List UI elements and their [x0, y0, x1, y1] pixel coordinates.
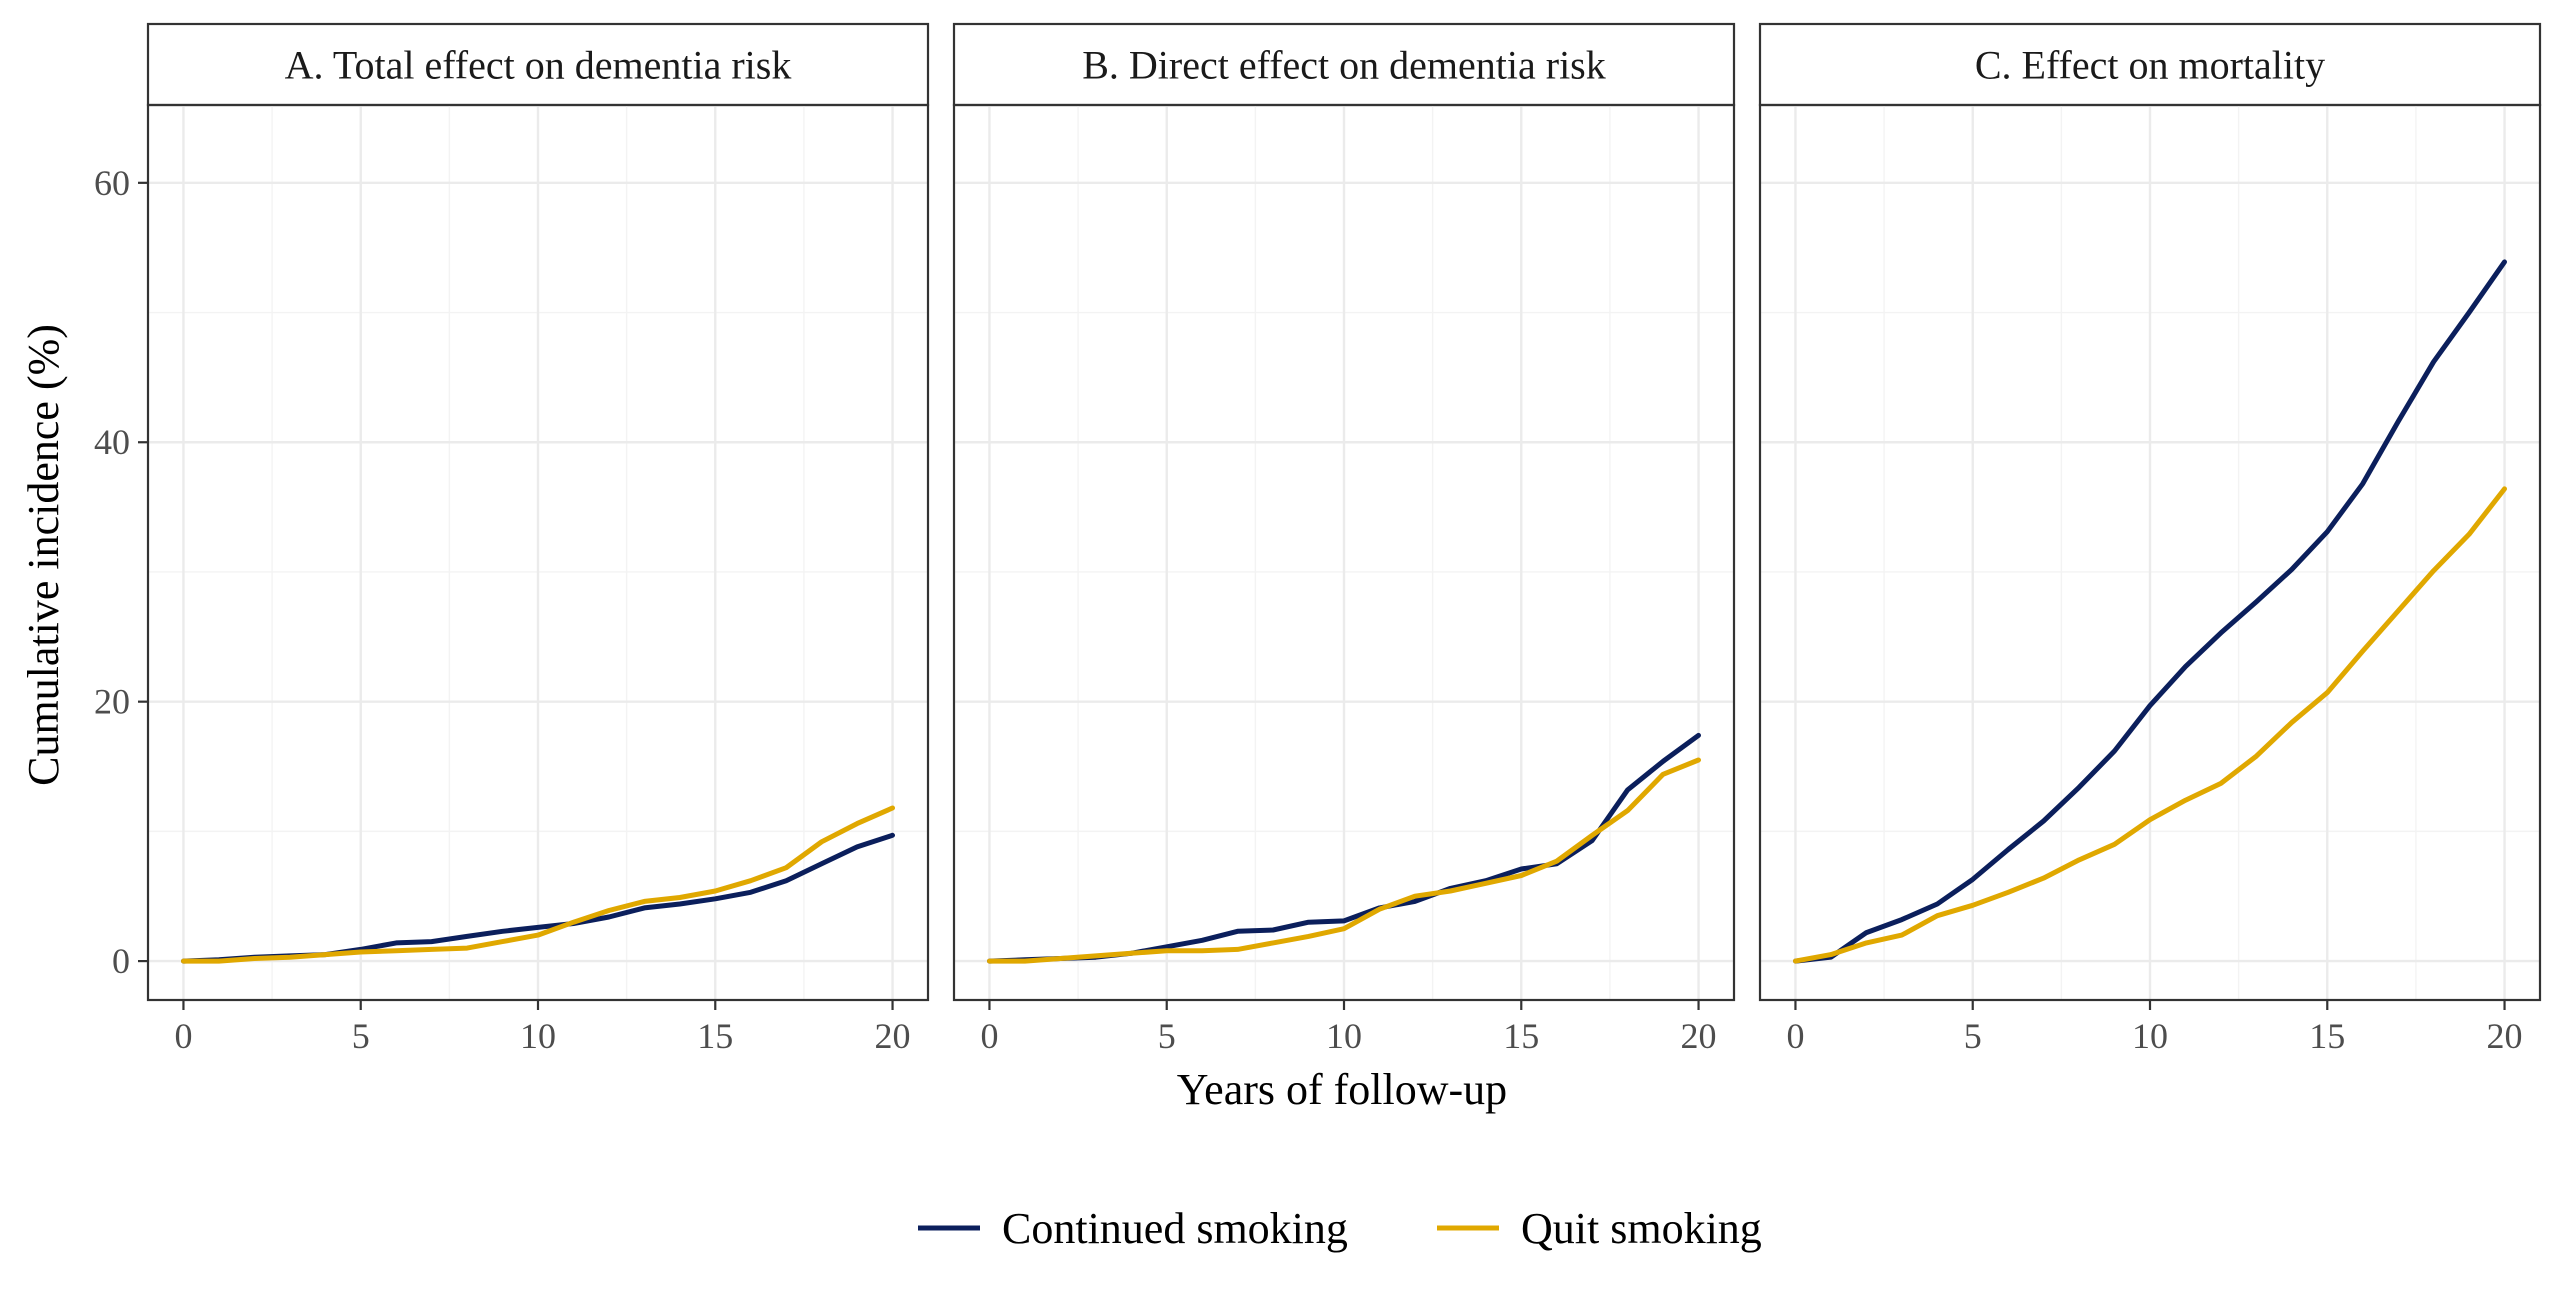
x-tick-label: 15	[2309, 1016, 2345, 1056]
panel-title: C. Effect on mortality	[1975, 43, 2325, 88]
y-tick-label: 0	[112, 941, 130, 981]
panel-3: C. Effect on mortality 0 5 10 15 20	[1758, 22, 2542, 1056]
panel-title: B. Direct effect on dementia risk	[1082, 43, 1606, 88]
x-tick-label: 20	[1681, 1016, 1717, 1056]
x-tick-label: 5	[352, 1016, 370, 1056]
x-tick-label: 10	[520, 1016, 556, 1056]
x-tick-label: 0	[1786, 1016, 1804, 1056]
x-tick-label: 0	[174, 1016, 192, 1056]
grid-lines	[1760, 105, 2540, 1000]
panel-strip	[952, 22, 1736, 107]
panel-title: A. Total effect on dementia risk	[285, 43, 792, 88]
chart-legend: Continued smoking Quit smoking	[918, 1204, 1762, 1253]
x-tick-label: 10	[1326, 1016, 1362, 1056]
chart-panels: A. Total effect on dementia risk 0 5 10 15 20…	[94, 22, 2542, 1056]
x-tick-label: 15	[697, 1016, 733, 1056]
series-line-quit	[181, 805, 895, 964]
legend-item-quit: Quit smoking	[1437, 1204, 1762, 1253]
y-tick-label: 40	[94, 422, 130, 462]
series-line-quit	[1793, 486, 2507, 964]
y-axis-title: Cumulative incidence (%)	[19, 324, 68, 786]
legend-item-continued: Continued smoking	[918, 1204, 1348, 1253]
grid-lines	[954, 105, 1734, 1000]
series-line-continued	[1793, 259, 2507, 964]
panel-2: B. Direct effect on dementia risk 0 5 10 15 2…	[952, 22, 1736, 1056]
panel-strip	[146, 22, 930, 107]
x-tick-label: 10	[2132, 1016, 2168, 1056]
panel-strip	[1758, 22, 2542, 107]
x-tick-label: 0	[980, 1016, 998, 1056]
panel-1: A. Total effect on dementia risk 0 5 10 15 20…	[94, 22, 930, 1056]
x-tick-label: 5	[1158, 1016, 1176, 1056]
series-line-quit	[987, 757, 1701, 964]
x-tick-label: 20	[875, 1016, 911, 1056]
grid-lines	[148, 105, 928, 1000]
x-tick-label: 20	[2487, 1016, 2523, 1056]
legend-label-continued: Continued smoking	[1002, 1204, 1348, 1253]
x-tick-label: 5	[1964, 1016, 1982, 1056]
x-axis-title: Years of follow-up	[1177, 1065, 1507, 1114]
y-tick-label: 20	[94, 682, 130, 722]
legend-label-quit: Quit smoking	[1521, 1204, 1762, 1253]
x-tick-label: 15	[1503, 1016, 1539, 1056]
y-tick-label: 60	[94, 163, 130, 203]
